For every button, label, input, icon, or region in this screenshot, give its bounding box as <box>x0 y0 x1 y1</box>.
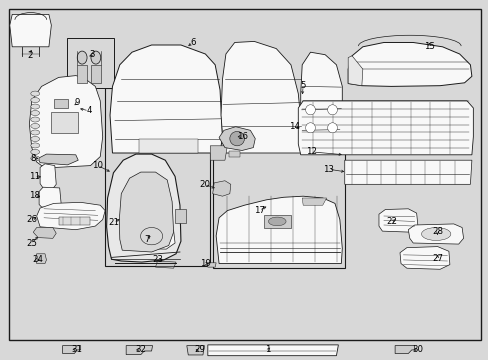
Text: 32: 32 <box>135 346 146 354</box>
Ellipse shape <box>31 130 40 135</box>
Polygon shape <box>207 345 338 356</box>
Text: 16: 16 <box>236 132 247 140</box>
Ellipse shape <box>31 98 40 103</box>
Text: 13: 13 <box>323 165 333 174</box>
Text: 8: 8 <box>30 154 36 163</box>
Text: 1: 1 <box>264 346 270 354</box>
Ellipse shape <box>31 104 40 109</box>
Text: 31: 31 <box>72 346 82 354</box>
Ellipse shape <box>91 51 101 64</box>
Text: 27: 27 <box>431 254 442 263</box>
Polygon shape <box>344 160 471 184</box>
Polygon shape <box>62 346 81 354</box>
Text: 29: 29 <box>194 346 204 354</box>
Text: 24: 24 <box>33 256 43 264</box>
Polygon shape <box>399 247 449 269</box>
Ellipse shape <box>31 149 40 154</box>
Ellipse shape <box>268 217 285 226</box>
Polygon shape <box>378 209 417 232</box>
Polygon shape <box>40 164 56 189</box>
Polygon shape <box>302 198 326 205</box>
Bar <box>59 217 90 225</box>
Text: 10: 10 <box>92 161 103 170</box>
Text: 15: 15 <box>423 42 434 51</box>
Ellipse shape <box>31 117 40 122</box>
Polygon shape <box>298 101 472 155</box>
Bar <box>212 124 344 268</box>
Polygon shape <box>300 52 342 147</box>
Text: 14: 14 <box>288 122 299 131</box>
Text: 30: 30 <box>412 346 423 354</box>
Polygon shape <box>155 261 176 268</box>
Polygon shape <box>347 42 471 86</box>
Text: 26: 26 <box>26 215 37 224</box>
Text: 25: 25 <box>26 238 37 248</box>
Text: 7: 7 <box>143 235 149 244</box>
Polygon shape <box>221 41 302 153</box>
Polygon shape <box>33 228 56 238</box>
Polygon shape <box>216 196 342 264</box>
Text: 11: 11 <box>29 172 40 181</box>
Text: 2: 2 <box>27 51 33 60</box>
Ellipse shape <box>229 131 244 146</box>
Bar <box>67 38 114 88</box>
Polygon shape <box>119 172 173 252</box>
Bar <box>264 215 290 228</box>
Polygon shape <box>210 146 227 160</box>
Polygon shape <box>10 14 51 47</box>
Text: 21: 21 <box>108 218 119 227</box>
Ellipse shape <box>31 111 40 116</box>
Ellipse shape <box>31 123 40 129</box>
Polygon shape <box>38 154 78 165</box>
Ellipse shape <box>421 228 450 240</box>
Polygon shape <box>219 127 255 150</box>
Polygon shape <box>77 65 87 83</box>
Text: 12: 12 <box>306 148 317 156</box>
Text: 3: 3 <box>89 50 95 59</box>
Polygon shape <box>228 151 239 157</box>
Polygon shape <box>106 154 181 262</box>
Ellipse shape <box>305 105 315 115</box>
Bar <box>175 209 185 223</box>
Ellipse shape <box>327 123 337 133</box>
Ellipse shape <box>305 123 315 133</box>
Polygon shape <box>127 223 175 249</box>
Polygon shape <box>39 187 61 208</box>
Polygon shape <box>126 346 152 355</box>
Bar <box>105 88 210 266</box>
Text: 9: 9 <box>75 98 80 107</box>
Polygon shape <box>186 346 204 355</box>
Ellipse shape <box>31 143 40 148</box>
Ellipse shape <box>327 105 337 115</box>
Ellipse shape <box>31 91 40 96</box>
Bar <box>54 99 68 108</box>
Text: 6: 6 <box>190 38 196 47</box>
Polygon shape <box>206 263 216 267</box>
Text: 28: 28 <box>431 227 442 236</box>
Polygon shape <box>407 224 463 244</box>
Text: 17: 17 <box>253 206 264 215</box>
Polygon shape <box>29 76 102 167</box>
Polygon shape <box>37 202 105 230</box>
Polygon shape <box>35 254 46 264</box>
Text: 5: 5 <box>300 81 305 90</box>
Bar <box>139 139 198 153</box>
Polygon shape <box>347 56 362 86</box>
Text: 22: 22 <box>386 217 397 226</box>
Ellipse shape <box>77 51 87 64</box>
Polygon shape <box>91 65 101 83</box>
Text: 4: 4 <box>86 107 92 115</box>
Polygon shape <box>212 181 230 196</box>
Polygon shape <box>394 346 414 354</box>
Bar <box>51 112 78 133</box>
Polygon shape <box>110 45 222 153</box>
Text: 20: 20 <box>199 180 209 189</box>
Text: 19: 19 <box>200 259 210 268</box>
Text: 18: 18 <box>29 191 40 199</box>
Ellipse shape <box>31 156 40 161</box>
Text: 23: 23 <box>152 255 163 264</box>
Ellipse shape <box>31 136 40 141</box>
